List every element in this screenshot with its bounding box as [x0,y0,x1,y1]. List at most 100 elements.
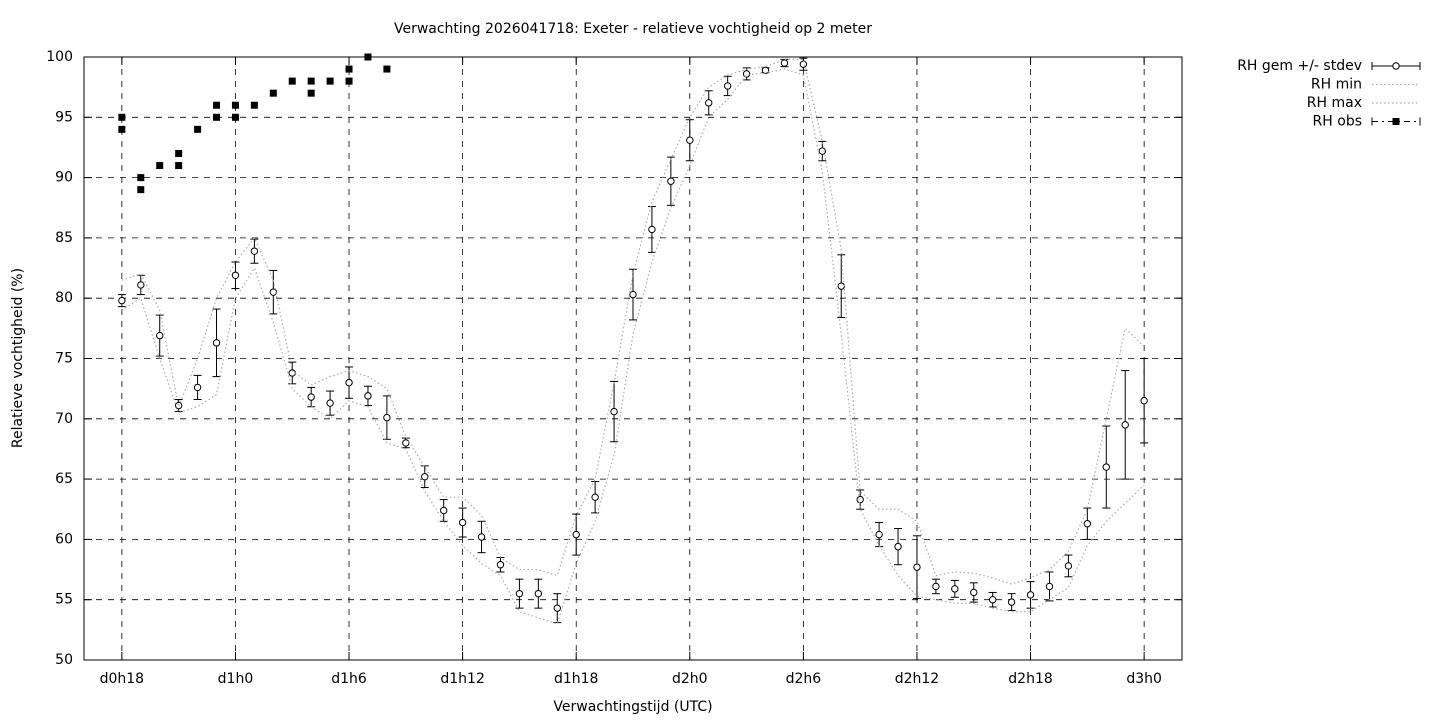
legend-label: RH obs [1313,114,1362,130]
mean-point [629,290,637,299]
obs-point [231,113,239,121]
mean-point [856,495,864,504]
x-tick-label: d2h0 [672,671,708,687]
mean-point [1121,421,1129,429]
obs-point [269,89,277,97]
mean-point [818,147,827,155]
mean-point [1140,397,1148,405]
mean-point [534,589,543,598]
mean-point [686,136,694,144]
y-tick-label: 90 [55,170,73,186]
obs-point [118,113,126,121]
obs-point [307,89,315,97]
mean-point [137,281,145,289]
mean-point [1064,562,1073,570]
obs-point [345,77,353,85]
obs-point [213,101,221,109]
mean-point [894,542,902,551]
mean-point [250,247,259,255]
mean-point [553,604,561,612]
mean-point [875,530,883,539]
chart-title: Verwachting 2026041718: Exeter - relatie… [394,21,872,37]
mean-point [780,59,789,67]
y-tick-label: 85 [55,230,73,246]
mean-point [610,407,618,416]
mean-point [193,383,202,392]
mean-point [1045,582,1054,591]
x-tick-label: d2h18 [1008,671,1052,687]
mean-point [364,392,372,400]
mean-point [402,439,410,447]
mean-point [761,66,770,74]
mean-point [705,99,713,107]
y-tick-label: 95 [55,109,73,125]
mean-point [723,82,732,90]
mean-point [118,296,126,305]
mean-point [496,561,505,569]
y-axis-label: Relatieve vochtigheid (%) [10,268,26,448]
y-tick-label: 100 [46,49,73,65]
legend-label: RH max [1307,95,1362,111]
mean-point [648,225,656,234]
x-axis-label: Verwachtingstijd (UTC) [553,699,712,715]
obs-point [137,186,145,194]
x-tick-label: d2h6 [786,671,822,687]
obs-point [156,162,164,170]
obs-point [326,77,334,85]
mean-point [970,588,978,597]
obs-point [250,101,258,109]
x-tick-label: d0h18 [100,671,144,687]
range-line [121,68,1145,625]
mean-point [458,518,467,527]
obs-point [175,149,183,157]
y-tick-label: 55 [55,592,73,608]
obs-point [288,77,296,85]
obs-point [364,53,372,61]
obs-point [175,162,183,170]
x-tick-label: d1h0 [218,671,254,687]
legend-swatch [1392,118,1400,125]
obs-point [137,174,145,182]
y-tick-label: 70 [55,411,73,427]
mean-point [1026,591,1035,599]
y-tick-label: 50 [55,652,73,668]
range-line [121,58,1145,585]
mean-point [913,563,921,571]
mean-point [572,530,580,539]
mean-point [421,472,429,481]
x-tick-label: d1h6 [331,671,367,687]
mean-point [591,493,599,501]
mean-point [326,399,334,407]
obs-point [213,113,221,121]
legend-label: RH min [1311,77,1362,93]
x-tick-label: d3h0 [1126,671,1162,687]
mean-point [439,506,448,515]
mean-point [515,589,524,598]
obs-point [118,125,126,133]
obs-point [383,65,391,73]
legend-swatch [1392,62,1400,70]
mean-point [1102,463,1110,471]
mean-point [667,177,675,185]
mean-point [231,271,240,279]
mean-point [345,378,353,387]
obs-point [345,65,353,73]
mean-point [742,70,751,78]
obs-point [194,125,202,133]
mean-point [383,413,391,422]
x-tick-label: d1h18 [554,671,598,687]
plot-frame [83,56,1183,661]
legend-label: RH gem +/- stdev [1237,58,1362,74]
mean-point [307,393,315,401]
y-tick-label: 80 [55,290,73,306]
y-tick-label: 75 [55,351,73,367]
mean-point [988,596,997,604]
mean-point [156,331,164,340]
mean-point [269,288,278,296]
mean-point [951,585,959,593]
y-tick-label: 65 [55,471,73,487]
mean-point [932,582,940,591]
x-tick-label: d2h12 [895,671,939,687]
mean-point [1007,598,1016,606]
